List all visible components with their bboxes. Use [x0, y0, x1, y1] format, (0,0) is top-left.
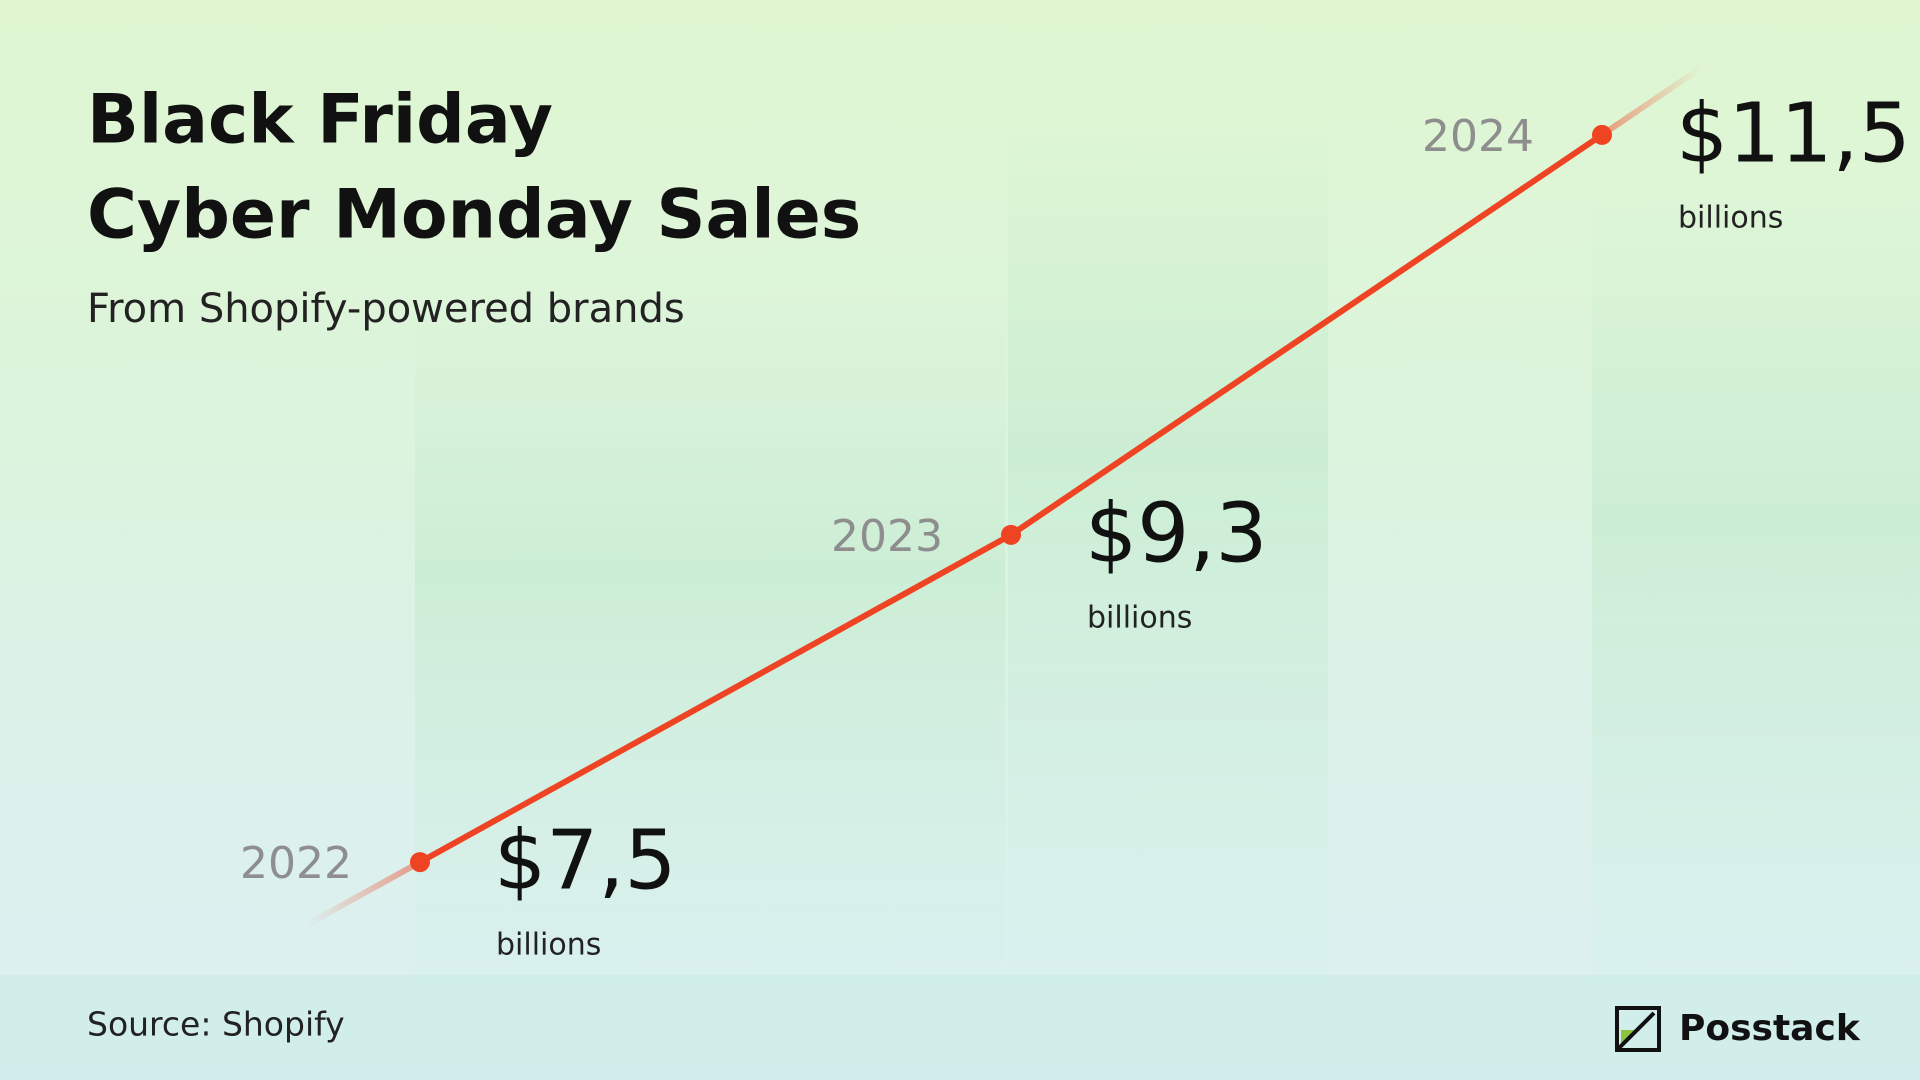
plot: 2022 $7,5 billions 2023 $9,3 billions 2024 $11,…: [240, 63, 1911, 963]
line-extension: [1599, 63, 1706, 138]
background-column: [1592, 200, 1920, 980]
logo-stroke: [1617, 1011, 1656, 1050]
chart-subtitle: From Shopify-powered brands: [87, 286, 685, 332]
point: [1001, 524, 1021, 545]
unit-label: billions: [1678, 200, 1783, 235]
chart-title: Cyber Monday Sales: [87, 176, 861, 255]
category-label: 2022: [240, 838, 352, 889]
unit-label: billions: [496, 928, 601, 963]
logo-icon: [1615, 1006, 1661, 1052]
chart-title: Black Friday: [87, 81, 553, 160]
point: [1592, 124, 1612, 145]
brand-name: Posstack: [1679, 1008, 1861, 1049]
footer-band: [0, 975, 1920, 1080]
category-label: 2023: [831, 511, 943, 562]
point: [410, 852, 430, 873]
unit-label: billions: [1087, 600, 1192, 635]
source: Source: Shopify: [87, 1005, 345, 1044]
brand-logo: Posstack: [1615, 1006, 1861, 1052]
line-extension: [304, 859, 423, 928]
category-label: 2024: [1422, 111, 1534, 162]
background-column: [1008, 100, 1328, 980]
value-label: $11,5: [1676, 86, 1911, 181]
value-label: $9,3: [1085, 486, 1268, 581]
background-column: [415, 300, 1005, 980]
value-label: $7,5: [494, 814, 677, 909]
